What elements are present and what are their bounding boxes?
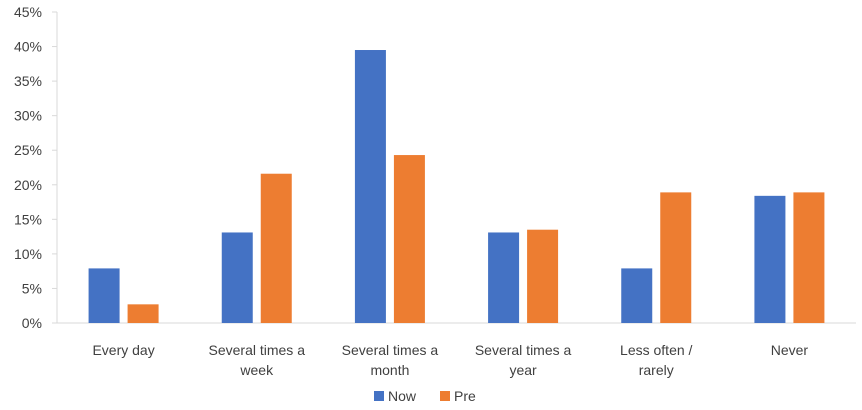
y-tick-label: 15% xyxy=(14,211,42,227)
bar-pre-3 xyxy=(527,229,559,323)
bar-now-4 xyxy=(621,268,653,323)
x-category-label: Never xyxy=(771,342,809,358)
y-tick-label: 20% xyxy=(14,177,42,193)
legend: Now Pre xyxy=(374,388,476,404)
x-category-label: Less often / rarely xyxy=(620,342,692,378)
x-category-label: Several times a year xyxy=(475,342,572,378)
bar-now-5 xyxy=(754,195,786,323)
x-category-label: Every day xyxy=(92,342,154,358)
legend-label-now: Now xyxy=(388,388,417,404)
bar-pre-5 xyxy=(793,192,825,323)
y-tick-label: 25% xyxy=(14,142,42,158)
x-category-label: Several times a week xyxy=(209,342,306,378)
x-category-label: Several times a month xyxy=(342,342,439,378)
y-tick-label: 5% xyxy=(22,280,42,296)
bar-now-0 xyxy=(88,268,120,323)
y-tick-label: 35% xyxy=(14,73,42,89)
bar-now-1 xyxy=(221,232,253,323)
legend-label-pre: Pre xyxy=(454,388,476,404)
y-tick-label: 45% xyxy=(14,4,42,20)
bar-now-3 xyxy=(488,232,520,323)
bar-now-2 xyxy=(354,50,386,324)
y-tick-label: 40% xyxy=(14,39,42,55)
bar-pre-2 xyxy=(393,155,425,323)
category-labels: Every day Several times a week Several time… xyxy=(92,342,808,378)
bar-pre-0 xyxy=(127,304,159,323)
legend-swatch-now xyxy=(374,391,384,401)
legend-swatch-pre xyxy=(440,391,450,401)
y-tick-label: 0% xyxy=(22,315,42,331)
y-tick-label: 30% xyxy=(14,108,42,124)
bars-group xyxy=(88,50,825,324)
y-tick-label: 10% xyxy=(14,246,42,262)
bar-pre-4 xyxy=(660,192,692,323)
y-axis-ticks: 0% 5% 10% 15% 20% 25% 30% 35% 40% 45% xyxy=(14,4,57,331)
bar-pre-1 xyxy=(260,173,292,323)
